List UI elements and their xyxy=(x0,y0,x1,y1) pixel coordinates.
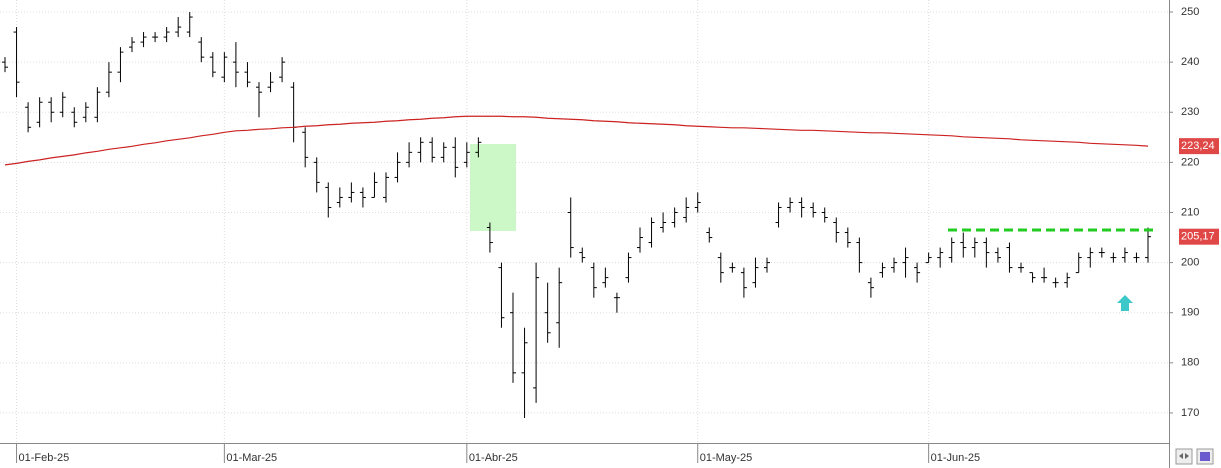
y-tick-label: 220 xyxy=(1181,156,1199,168)
y-tick-label: 210 xyxy=(1181,206,1199,218)
price-label-box xyxy=(1179,138,1219,155)
y-tick-label: 170 xyxy=(1181,407,1199,419)
up-arrow xyxy=(1117,295,1133,311)
zoom-button[interactable] xyxy=(1175,448,1193,465)
y-tick-label: 180 xyxy=(1181,357,1199,369)
highlight-box xyxy=(470,144,516,231)
y-tick-label: 250 xyxy=(1181,6,1199,18)
price-label: 205,17 xyxy=(1181,231,1215,243)
save-icon xyxy=(1200,452,1210,461)
x-tick-label: 01-Mar-25 xyxy=(226,452,277,464)
price-label: 223,24 xyxy=(1181,140,1215,152)
y-tick-label: 230 xyxy=(1181,106,1199,118)
grid xyxy=(0,0,1169,443)
y-tick-label: 200 xyxy=(1181,256,1199,268)
x-tick-label: 01-Feb-25 xyxy=(19,452,70,464)
price-label-box xyxy=(1179,228,1219,245)
zoom-icon xyxy=(1179,453,1189,459)
axes: 170 180 190 200 210 220 230 240 250 01-Feb-25 01-M… xyxy=(16,6,1219,464)
x-tick-label: 01-May-25 xyxy=(700,452,753,464)
y-tick-label: 240 xyxy=(1181,56,1199,68)
x-tick-label: 01-Abr-25 xyxy=(469,452,518,464)
moving-average xyxy=(4,115,1149,166)
x-tick-label: 01-Jun-25 xyxy=(931,452,981,464)
y-tick-label: 190 xyxy=(1181,307,1199,319)
plot-area xyxy=(2,12,1151,418)
